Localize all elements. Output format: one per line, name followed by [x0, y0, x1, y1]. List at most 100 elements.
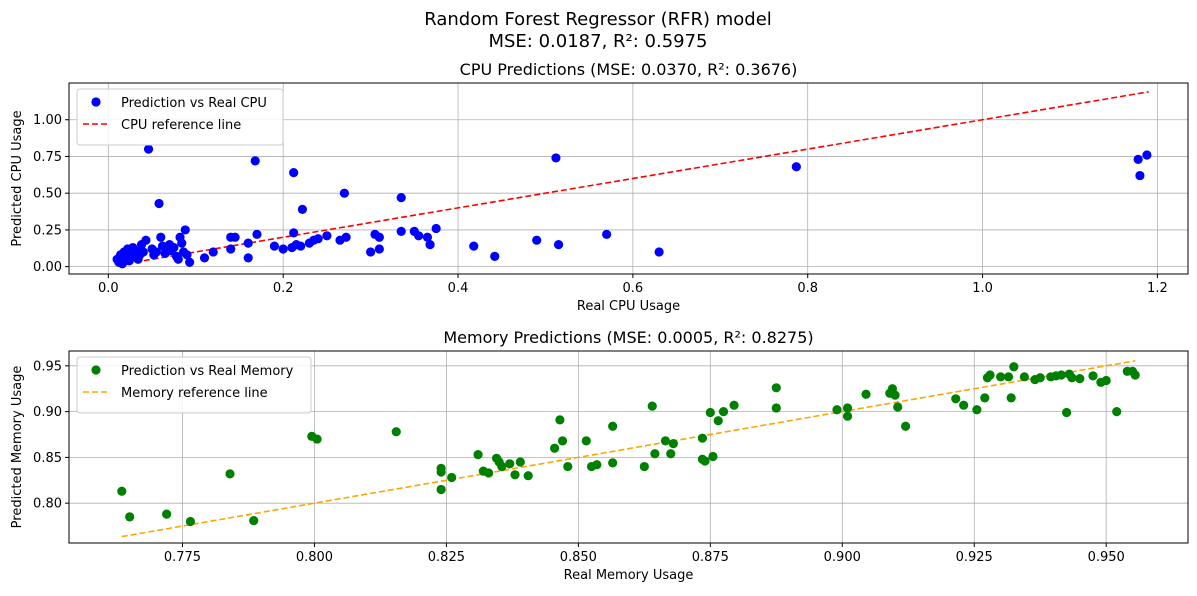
cpu-point-46 — [269, 241, 280, 251]
cpu-point-78 — [654, 247, 664, 257]
figure-suptitle-line2: MSE: 0.0187, R²: 0.5975 — [488, 31, 707, 52]
memory-point-27 — [581, 436, 591, 446]
cpu-x-tick-label-3: 0.6 — [623, 281, 644, 296]
memory-point-37 — [668, 439, 678, 449]
cpu-predictions-panel: CPU Predictions (MSE: 0.0370, R²: 0.3676… — [10, 60, 1189, 314]
memory-point-32 — [639, 461, 649, 472]
memory-point-13 — [473, 450, 483, 460]
cpu-point-70 — [425, 240, 435, 250]
memory-point-18 — [497, 461, 507, 472]
cpu-point-64 — [374, 232, 384, 242]
cpu-point-16 — [141, 235, 151, 245]
cpu-point-60 — [341, 232, 351, 242]
memory-x-tick-label-2: 0.825 — [428, 550, 465, 565]
memory-y-tick-label-0: 0.80 — [33, 497, 62, 512]
cpu-point-42 — [243, 253, 253, 263]
memory-legend: Prediction vs Real Memory Memory referenc… — [76, 356, 312, 414]
memory-point-1 — [125, 512, 135, 522]
memory-point-36 — [666, 449, 676, 459]
memory-point-7 — [312, 434, 322, 444]
memory-point-67 — [1019, 372, 1029, 382]
memory-point-25 — [557, 436, 568, 446]
cpu-y-axis-label: Predicted CPU Usage — [10, 110, 25, 246]
memory-point-50 — [842, 403, 853, 413]
cpu-point-44 — [250, 156, 260, 166]
memory-point-4 — [225, 469, 235, 479]
memory-point-22 — [523, 471, 533, 481]
cpu-point-56 — [313, 234, 323, 244]
cpu-x-tick-label-2: 0.4 — [448, 281, 469, 296]
cpu-point-50 — [289, 168, 299, 178]
memory-x-tick-label-0: 0.775 — [164, 550, 201, 565]
cpu-point-34 — [180, 225, 190, 235]
memory-x-tick-label-7: 0.950 — [1088, 550, 1125, 565]
cpu-point-79 — [791, 162, 801, 172]
cpu-point-45 — [252, 229, 262, 239]
memory-point-31 — [608, 421, 618, 431]
memory-point-38 — [697, 433, 707, 443]
memory-point-33 — [647, 401, 657, 411]
memory-point-60 — [980, 393, 990, 403]
memory-point-64 — [1003, 372, 1014, 382]
memory-legend-scatter-marker — [91, 365, 101, 375]
cpu-x-tick-label-6: 1.2 — [1147, 281, 1168, 296]
memory-x-tick-label-4: 0.875 — [692, 550, 729, 565]
memory-point-83 — [1130, 370, 1140, 380]
memory-point-51 — [861, 389, 871, 399]
cpu-point-68 — [414, 231, 424, 241]
cpu-point-75 — [551, 153, 561, 163]
cpu-point-69 — [422, 232, 433, 242]
cpu-x-tick-label-1: 0.2 — [273, 281, 294, 296]
memory-x-tick-label-3: 0.850 — [560, 550, 597, 565]
cpu-point-43 — [243, 238, 253, 248]
memory-point-34 — [650, 449, 660, 459]
cpu-y-tick-label-0: 0.00 — [33, 260, 62, 275]
cpu-point-53 — [297, 204, 308, 214]
memory-x-axis-label: Real Memory Usage — [564, 568, 694, 583]
memory-point-11 — [436, 484, 446, 495]
memory-point-57 — [951, 394, 961, 404]
memory-point-40 — [700, 456, 710, 466]
cpu-point-80 — [1133, 154, 1143, 164]
cpu-point-37 — [199, 253, 210, 263]
cpu-chart-title: CPU Predictions (MSE: 0.0370, R²: 0.3676… — [460, 60, 798, 79]
cpu-point-41 — [230, 232, 240, 242]
memory-point-49 — [842, 411, 853, 421]
memory-point-41 — [705, 407, 715, 418]
memory-point-3 — [185, 516, 196, 527]
memory-point-21 — [515, 457, 525, 467]
memory-point-47 — [771, 403, 781, 413]
cpu-reference-line — [116, 91, 1149, 266]
memory-point-0 — [117, 486, 127, 496]
cpu-point-22 — [156, 232, 166, 242]
cpu-point-39 — [226, 244, 236, 254]
memory-x-tick-label-1: 0.800 — [296, 550, 333, 565]
memory-point-35 — [660, 436, 671, 446]
memory-point-20 — [510, 470, 520, 480]
memory-point-44 — [718, 407, 729, 417]
cpu-point-76 — [553, 240, 564, 250]
cpu-point-73 — [490, 251, 500, 261]
memory-axes-frame — [68, 350, 1189, 544]
cpu-point-57 — [322, 231, 332, 241]
memory-legend-line-label: Memory reference line — [121, 386, 268, 401]
cpu-point-66 — [396, 226, 406, 236]
memory-point-48 — [832, 405, 842, 415]
cpu-point-47 — [278, 244, 288, 254]
cpu-y-tick-label-3: 0.75 — [33, 150, 62, 165]
cpu-point-32 — [177, 238, 187, 248]
memory-plot-area — [117, 360, 1140, 538]
cpu-point-81 — [1135, 170, 1145, 181]
memory-x-tick-label-6: 0.925 — [956, 550, 993, 565]
memory-point-63 — [996, 372, 1006, 382]
memory-point-56 — [901, 421, 911, 431]
memory-point-43 — [713, 416, 723, 426]
cpu-point-59 — [339, 188, 349, 198]
cpu-point-28 — [169, 242, 179, 253]
cpu-point-71 — [431, 223, 441, 234]
cpu-point-38 — [208, 247, 218, 257]
memory-y-tick-label-3: 0.95 — [33, 359, 62, 374]
memory-y-tick-label-1: 0.85 — [33, 451, 62, 466]
memory-point-75 — [1067, 373, 1077, 383]
